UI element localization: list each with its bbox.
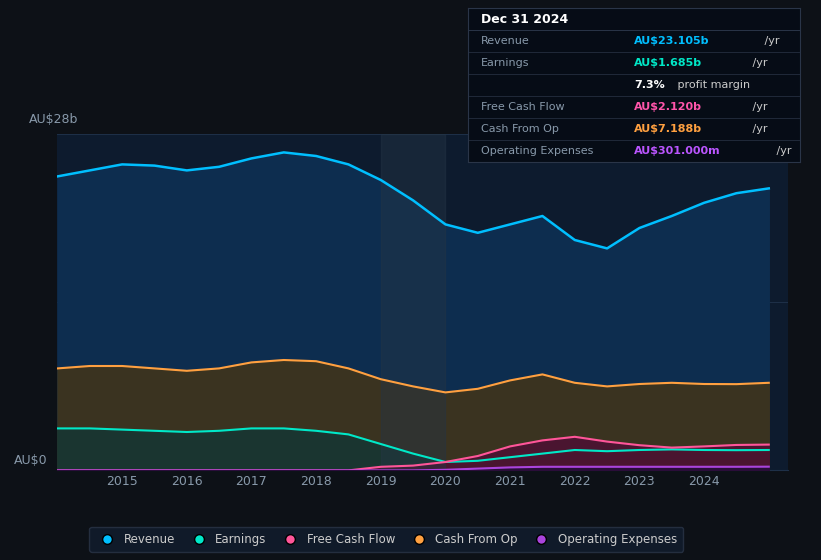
Text: AU$2.120b: AU$2.120b — [635, 102, 702, 113]
Text: Dec 31 2024: Dec 31 2024 — [481, 13, 568, 26]
Text: Operating Expenses: Operating Expenses — [481, 146, 594, 156]
Text: AU$1.685b: AU$1.685b — [635, 58, 702, 68]
Text: Revenue: Revenue — [481, 36, 530, 46]
Text: /yr: /yr — [749, 58, 767, 68]
Text: profit margin: profit margin — [674, 81, 750, 90]
Text: AU$301.000m: AU$301.000m — [635, 146, 721, 156]
Text: 7.3%: 7.3% — [635, 81, 665, 90]
Text: AU$23.105b: AU$23.105b — [635, 36, 709, 46]
Text: AU$0: AU$0 — [14, 454, 48, 467]
Bar — [381, 134, 446, 470]
Text: AU$7.188b: AU$7.188b — [635, 124, 702, 134]
Text: Free Cash Flow: Free Cash Flow — [481, 102, 565, 113]
Text: /yr: /yr — [760, 36, 779, 46]
Text: Cash From Op: Cash From Op — [481, 124, 559, 134]
Text: /yr: /yr — [749, 124, 767, 134]
Text: /yr: /yr — [749, 102, 767, 113]
Text: Earnings: Earnings — [481, 58, 530, 68]
Text: /yr: /yr — [773, 146, 791, 156]
Legend: Revenue, Earnings, Free Cash Flow, Cash From Op, Operating Expenses: Revenue, Earnings, Free Cash Flow, Cash … — [89, 527, 683, 552]
Text: AU$28b: AU$28b — [29, 113, 78, 126]
